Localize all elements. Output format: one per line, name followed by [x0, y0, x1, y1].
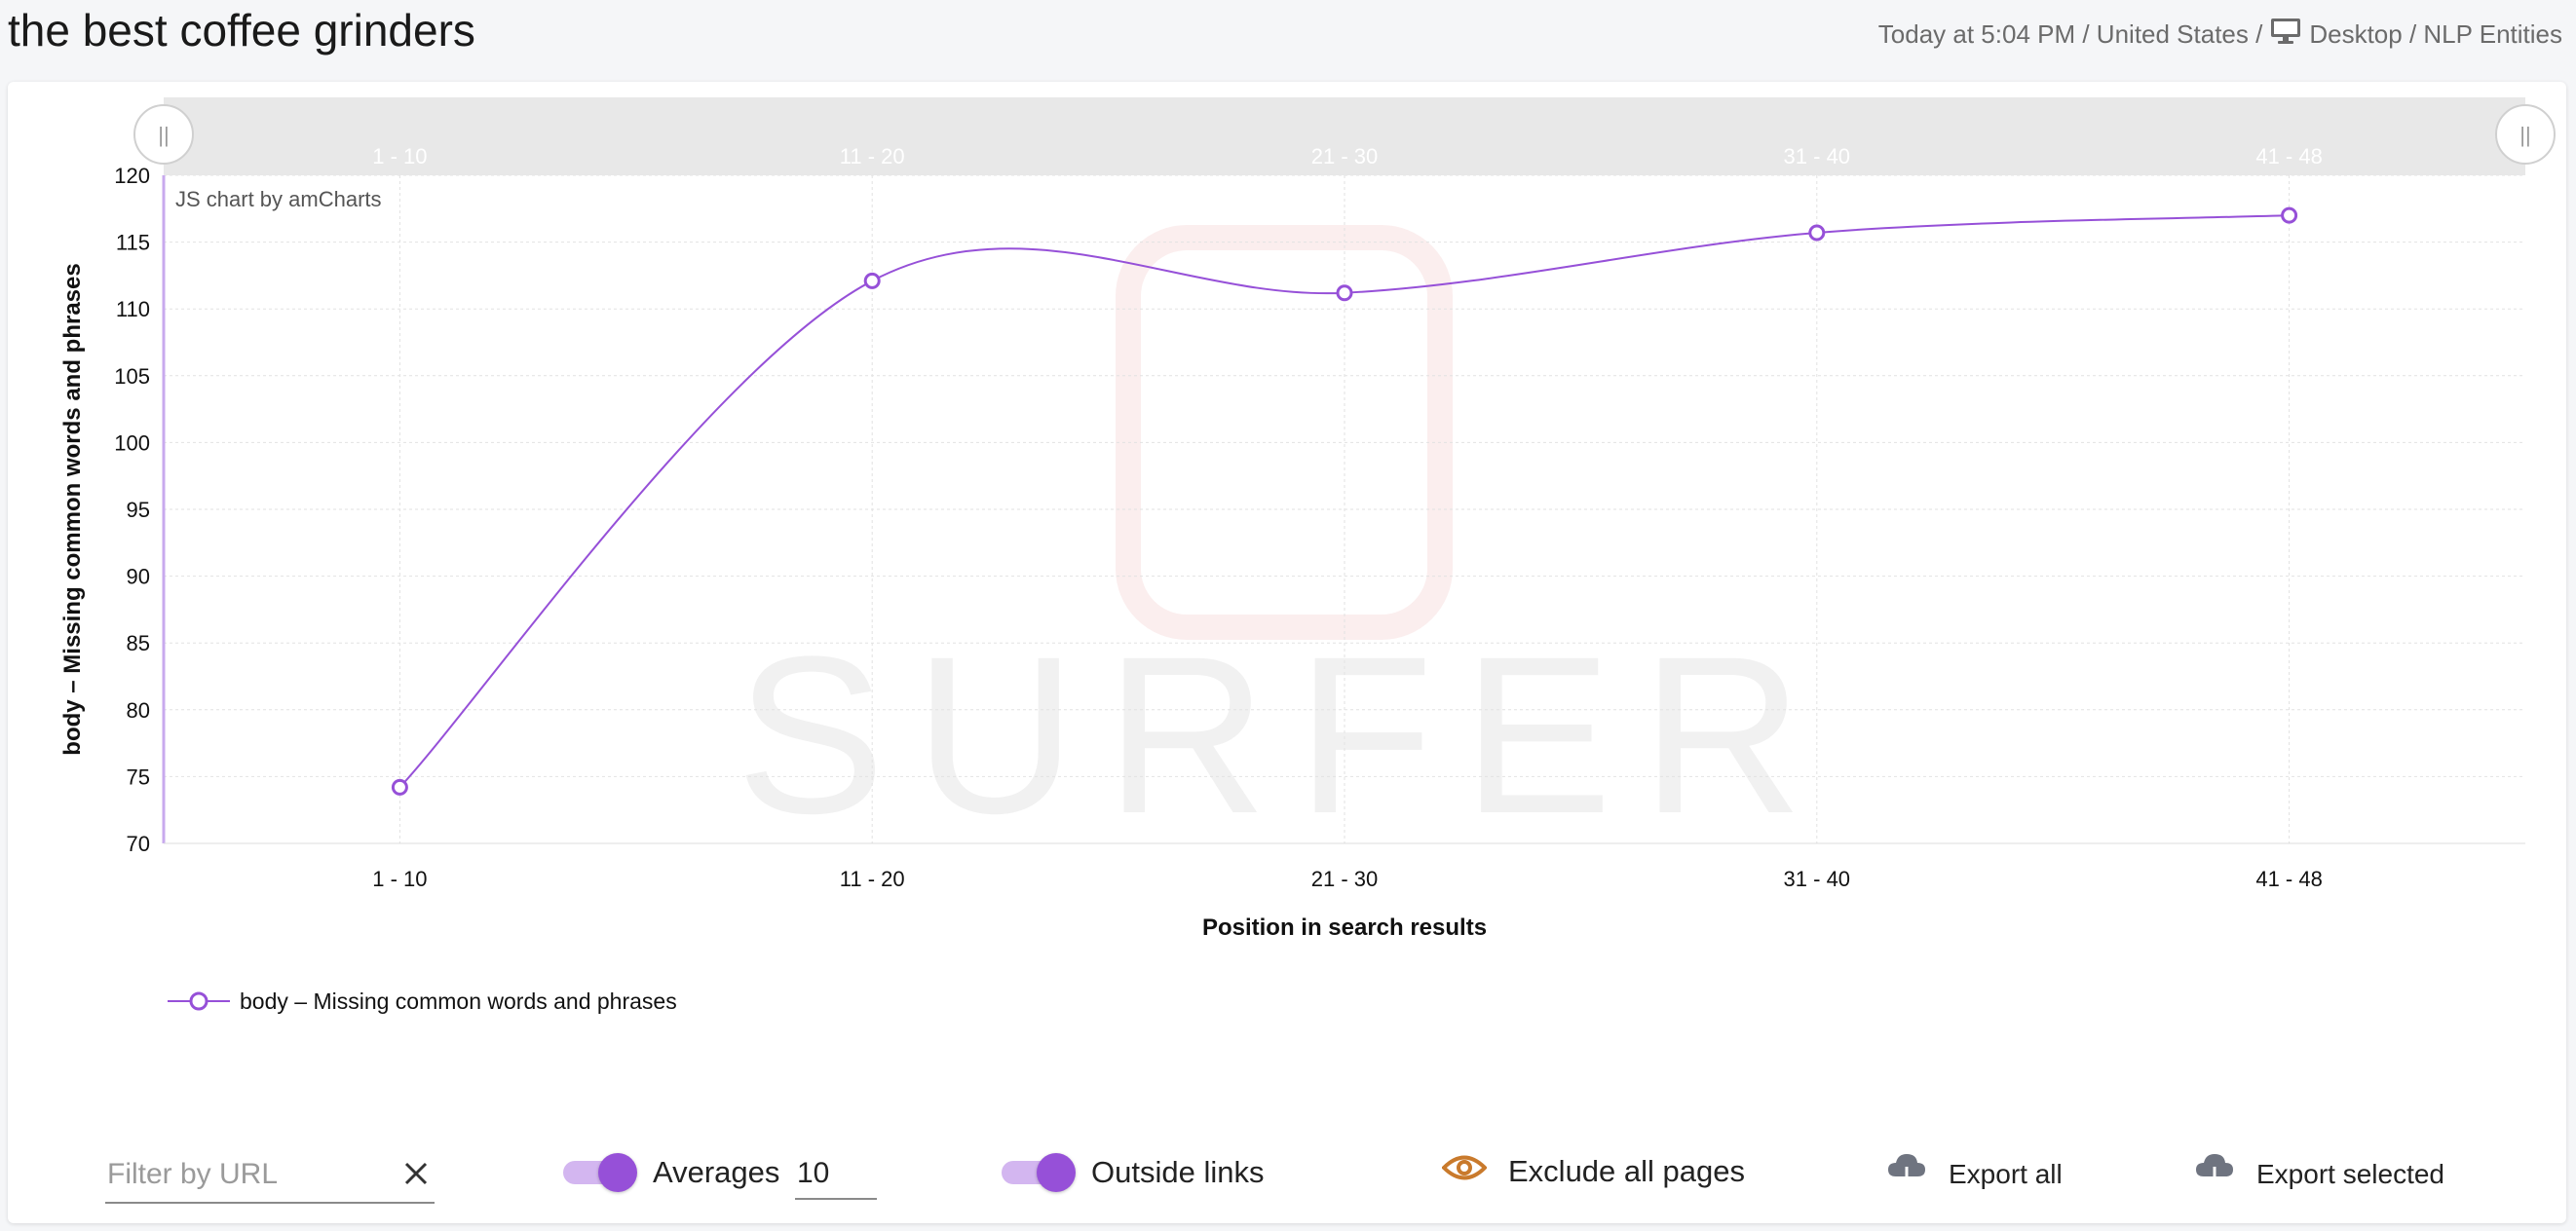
clear-filter-icon[interactable]: [401, 1159, 431, 1188]
y-tick-label: 75: [127, 765, 150, 789]
line-chart: SURFER 1 - 10 11 - 20 21 - 30 31 - 40 41 - 4…: [59, 97, 2556, 1014]
toggle-knob: [598, 1153, 637, 1192]
y-tick-label: 80: [127, 698, 150, 723]
chart-series: [391, 206, 2298, 796]
watermark-logo-shape: [1116, 225, 1453, 640]
data-point[interactable]: [2281, 206, 2298, 224]
page-title: the best coffee grinders: [8, 5, 475, 56]
chart-axes: 70 75 80 85 90 95 100 105 110 115 120 1 - 10 11 - 20…: [59, 164, 2525, 941]
x-tick-label: 41 - 48: [2255, 867, 2323, 891]
averages-toggle[interactable]: [563, 1151, 637, 1192]
export-selected-label: Export selected: [2256, 1158, 2444, 1189]
scrollbar-label: 21 - 30: [1311, 144, 1379, 168]
eye-icon: [1441, 1153, 1488, 1190]
scrollbar-track[interactable]: [164, 97, 2525, 175]
exclude-all-pages-label: Exclude all pages: [1508, 1154, 1745, 1188]
legend-swatch-marker: [189, 991, 208, 1011]
chart-scrollbar[interactable]: 1 - 10 11 - 20 21 - 30 31 - 40 41 - 48 || ||: [133, 97, 2556, 175]
data-point[interactable]: [1336, 284, 1353, 302]
exclude-all-pages-button[interactable]: Exclude all pages: [1441, 1153, 1745, 1190]
y-tick-label: 105: [114, 364, 150, 389]
scrollbar-grip-left[interactable]: [133, 104, 194, 165]
filter-url-input[interactable]: [105, 1149, 382, 1200]
outside-links-label: Outside links: [1091, 1155, 1265, 1189]
monitor-icon: [2270, 18, 2301, 52]
x-tick-label: 21 - 30: [1311, 867, 1379, 891]
y-tick-label: 115: [116, 231, 150, 255]
x-tick-label: 11 - 20: [840, 867, 905, 891]
chart-legend[interactable]: body – Missing common words and phrases: [168, 989, 677, 1014]
y-tick-label: 95: [127, 498, 150, 522]
grip-icon: ||: [158, 123, 169, 147]
x-tick-label: 1 - 10: [372, 867, 427, 891]
scrollbar-label: 31 - 40: [1784, 144, 1851, 168]
scrollbar-label: 1 - 10: [372, 144, 427, 168]
outside-links-toggle[interactable]: [1002, 1151, 1076, 1192]
meta-suffix: Desktop / NLP Entities: [2309, 19, 2562, 49]
y-tick-label: 120: [114, 164, 150, 188]
y-tick-label: 90: [127, 565, 150, 589]
data-point[interactable]: [863, 272, 881, 289]
export-selected-button[interactable]: Export selected: [2194, 1151, 2444, 1197]
scrollbar-label: 41 - 48: [2255, 144, 2323, 168]
series-line: [398, 214, 2290, 789]
filter-by-url: [105, 1149, 435, 1204]
toggle-knob: [1037, 1153, 1076, 1192]
cloud-download-icon: [2194, 1151, 2235, 1197]
page-meta: Today at 5:04 PM / United States / Deskt…: [1878, 18, 2562, 52]
chart-card: SURFER 1 - 10 11 - 20 21 - 30 31 - 40 41 - 4…: [8, 82, 2566, 1223]
cloud-download-icon: [1886, 1151, 1927, 1197]
chart-grid: [164, 174, 2525, 844]
x-axis-title: Position in search results: [1202, 914, 1487, 941]
legend-label[interactable]: body – Missing common words and phrases: [240, 989, 677, 1014]
averages-label: Averages: [653, 1155, 780, 1189]
export-all-label: Export all: [1949, 1158, 2063, 1189]
y-tick-label: 100: [114, 430, 150, 455]
y-tick-label: 85: [127, 631, 150, 655]
meta-prefix: Today at 5:04 PM / United States /: [1877, 19, 2263, 49]
y-tick-label: 70: [127, 832, 150, 856]
scrollbar-grip-right[interactable]: [2495, 104, 2556, 165]
watermark: SURFER: [736, 225, 1833, 860]
y-axis-title: body – Missing common words and phrases: [59, 263, 86, 755]
data-point[interactable]: [1808, 224, 1826, 242]
averages-count-input[interactable]: [795, 1149, 877, 1200]
data-point[interactable]: [391, 778, 408, 796]
x-tick-label: 31 - 40: [1784, 867, 1851, 891]
chart-credit: JS chart by amCharts: [175, 187, 382, 211]
grip-icon: ||: [2519, 123, 2530, 147]
scrollbar-label: 11 - 20: [840, 144, 905, 168]
chart-toolbar: Averages Outside links Exclude all pages: [8, 1143, 2566, 1221]
export-all-button[interactable]: Export all: [1886, 1151, 2063, 1197]
y-tick-label: 110: [116, 297, 150, 321]
watermark-text: SURFER: [736, 610, 1833, 860]
